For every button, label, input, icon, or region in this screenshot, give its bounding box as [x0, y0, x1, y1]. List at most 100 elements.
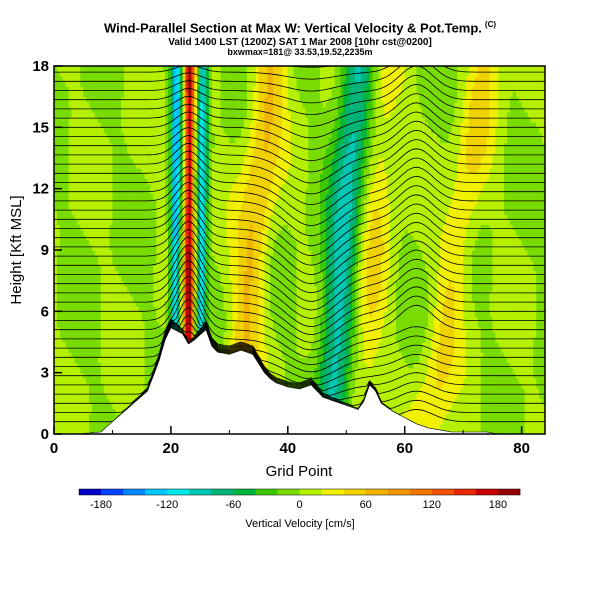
- velocity-cell: [97, 413, 102, 420]
- velocity-cell: [118, 91, 122, 98]
- velocity-cell: [100, 198, 105, 205]
- velocity-cell: [68, 244, 73, 251]
- velocity-cell: [68, 413, 73, 420]
- velocity-cell: [54, 316, 58, 323]
- velocity-cell: [165, 188, 169, 195]
- velocity-cell: [150, 168, 154, 174]
- velocity-cell: [185, 163, 190, 169]
- velocity-cell: [71, 296, 76, 302]
- velocity-cell: [89, 214, 93, 220]
- velocity-cell: [241, 229, 245, 236]
- velocity-cell: [211, 158, 216, 164]
- velocity-cell: [241, 96, 245, 103]
- velocity-cell: [191, 71, 195, 77]
- velocity-cell: [127, 352, 131, 358]
- velocity-cell: [208, 66, 213, 72]
- velocity-cell: [156, 250, 160, 256]
- velocity-cell: [217, 275, 222, 282]
- velocity-cell: [56, 76, 61, 82]
- velocity-cell: [59, 398, 64, 404]
- velocity-cell: [86, 250, 90, 256]
- velocity-cell: [65, 152, 70, 159]
- velocity-cell: [235, 244, 239, 251]
- velocity-cell: [62, 112, 67, 118]
- velocity-cell: [226, 219, 230, 226]
- velocity-cell: [147, 204, 152, 210]
- velocity-cell: [97, 117, 102, 123]
- velocity-cell: [86, 423, 90, 430]
- velocity-cell: [197, 137, 201, 144]
- velocity-cell: [56, 178, 61, 185]
- velocity-cell: [208, 234, 213, 241]
- velocity-cell: [127, 265, 131, 272]
- velocity-cell: [106, 101, 111, 108]
- velocity-cell: [141, 178, 146, 185]
- velocity-cell: [80, 204, 84, 210]
- velocity-cell: [109, 239, 114, 246]
- velocity-cell: [185, 316, 190, 323]
- velocity-cell: [65, 106, 70, 113]
- velocity-cell: [220, 311, 225, 318]
- velocity-cell: [109, 413, 114, 420]
- velocity-cell: [121, 393, 125, 399]
- velocity-cell: [74, 347, 78, 353]
- velocity-cell: [173, 112, 178, 118]
- velocity-cell: [194, 158, 198, 164]
- velocity-cell: [141, 321, 146, 328]
- velocity-cell: [71, 290, 76, 297]
- velocity-cell: [188, 127, 192, 134]
- velocity-cell: [226, 101, 230, 108]
- velocity-cell: [94, 106, 99, 113]
- velocity-cell: [54, 403, 58, 410]
- velocity-cell: [129, 352, 134, 358]
- velocity-cell: [182, 285, 187, 292]
- velocity-cell: [115, 173, 119, 180]
- velocity-cell: [153, 86, 157, 93]
- velocity-cell: [118, 198, 122, 205]
- velocity-cell: [165, 250, 169, 256]
- velocity-cell: [153, 91, 157, 98]
- velocity-cell: [194, 311, 198, 318]
- velocity-cell: [159, 285, 163, 292]
- velocity-cell: [109, 66, 114, 72]
- velocity-cell: [65, 321, 70, 328]
- velocity-cell: [223, 76, 228, 82]
- velocity-cell: [241, 86, 245, 93]
- velocity-cell: [173, 209, 178, 215]
- velocity-cell: [62, 290, 67, 297]
- velocity-cell: [235, 265, 239, 272]
- velocity-cell: [179, 321, 184, 328]
- velocity-cell: [112, 204, 116, 210]
- velocity-cell: [243, 96, 248, 103]
- velocity-cell: [83, 362, 87, 369]
- velocity-cell: [162, 96, 166, 103]
- velocity-cell: [241, 142, 245, 149]
- velocity-cell: [153, 250, 157, 256]
- velocity-cell: [173, 229, 178, 236]
- velocity-cell: [246, 178, 251, 185]
- velocity-cell: [118, 117, 122, 123]
- velocity-cell: [121, 352, 125, 358]
- velocity-cell: [100, 362, 105, 369]
- velocity-cell: [179, 101, 184, 108]
- velocity-cell: [159, 71, 163, 77]
- velocity-cell: [208, 275, 213, 282]
- velocity-cell: [217, 234, 222, 241]
- velocity-cell: [246, 142, 251, 149]
- velocity-cell: [252, 336, 257, 343]
- velocity-cell: [65, 137, 70, 144]
- velocity-cell: [197, 326, 201, 333]
- velocity-cell: [106, 301, 111, 307]
- velocity-cell: [220, 183, 225, 190]
- velocity-cell: [150, 290, 154, 297]
- velocity-cell: [249, 158, 254, 164]
- velocity-cell: [100, 152, 105, 159]
- velocity-cell: [144, 331, 149, 338]
- velocity-cell: [223, 183, 228, 190]
- velocity-cell: [205, 316, 210, 323]
- velocity-cell: [159, 137, 163, 144]
- velocity-cell: [71, 163, 76, 169]
- velocity-cell: [235, 152, 239, 159]
- velocity-cell: [112, 296, 116, 302]
- velocity-cell: [74, 290, 78, 297]
